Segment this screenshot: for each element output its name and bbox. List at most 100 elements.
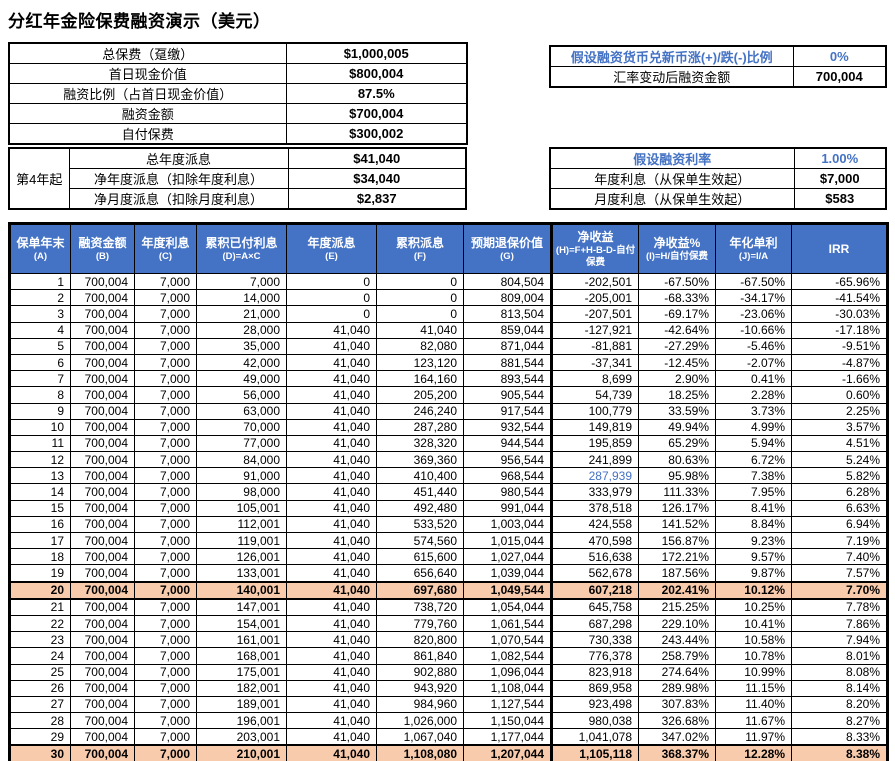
cell[interactable]: 700,004	[70, 679, 135, 697]
cell[interactable]: 700,004	[70, 353, 135, 372]
cell[interactable]: 8.01%	[791, 647, 888, 665]
cell[interactable]: 41,040	[286, 663, 377, 681]
cell[interactable]: -4.87%	[791, 353, 888, 372]
cell[interactable]: 7,000	[134, 598, 197, 616]
cell[interactable]: 187.56%	[638, 564, 716, 583]
cell[interactable]: 7,000	[134, 337, 197, 355]
cell[interactable]: 28	[9, 712, 71, 730]
cell[interactable]: 229.10%	[638, 614, 716, 633]
cell[interactable]: 6.63%	[791, 499, 888, 517]
cell[interactable]: 4.99%	[715, 418, 792, 436]
cell[interactable]: 41,040	[286, 467, 377, 485]
cell[interactable]: 5.24%	[791, 451, 888, 469]
cell[interactable]: 0	[376, 305, 464, 323]
column-header[interactable]: 保单年末 (A)	[9, 223, 71, 274]
cell[interactable]: 14,000	[196, 289, 287, 307]
cell[interactable]: 1,067,040	[376, 728, 464, 746]
cell[interactable]: 287,280	[376, 418, 464, 436]
cell[interactable]: 7.57%	[791, 564, 888, 583]
cell[interactable]: 82,080	[376, 337, 464, 355]
cell[interactable]: -27.29%	[638, 337, 716, 355]
cell[interactable]: -1.66%	[791, 370, 888, 388]
cell[interactable]: 1,105,118	[550, 744, 639, 761]
cell[interactable]: 700,004	[70, 483, 135, 501]
cell[interactable]: 470,598	[550, 531, 639, 550]
cell[interactable]: 41,040	[286, 451, 377, 469]
cell[interactable]: 26	[9, 679, 71, 697]
cell[interactable]: 11.97%	[715, 728, 792, 746]
cell[interactable]: 8.27%	[791, 712, 888, 730]
cell[interactable]: 1,108,044	[463, 679, 552, 697]
cell[interactable]: 7,000	[134, 728, 197, 746]
cell[interactable]: 917,544	[463, 402, 552, 420]
cell[interactable]: 700,004	[70, 647, 135, 665]
cell[interactable]: 615,600	[376, 548, 464, 566]
cell[interactable]: 41,040	[286, 564, 377, 583]
cell[interactable]: 2.28%	[715, 386, 792, 404]
cell[interactable]: 241,899	[550, 451, 639, 469]
cell[interactable]: 424,558	[550, 515, 639, 534]
cell[interactable]: 645,758	[550, 598, 639, 616]
cell[interactable]: 195,859	[550, 434, 639, 453]
cell[interactable]: 111.33%	[638, 483, 716, 501]
cell[interactable]: 347.02%	[638, 728, 716, 746]
value-cell[interactable]: 700,004	[792, 66, 887, 88]
cell[interactable]: 905,544	[463, 386, 552, 404]
cell[interactable]: 700,004	[70, 531, 135, 550]
cell[interactable]: 7,000	[134, 272, 197, 291]
cell[interactable]: 7,000	[134, 353, 197, 372]
cell[interactable]: 246,240	[376, 402, 464, 420]
cell[interactable]: 6.72%	[715, 451, 792, 469]
cell[interactable]: 42,000	[196, 353, 287, 372]
cell[interactable]: 9	[9, 402, 71, 420]
cell[interactable]: 7,000	[134, 580, 197, 600]
value-cell[interactable]: $7,000	[793, 168, 887, 189]
cell[interactable]: 871,044	[463, 337, 552, 355]
cell[interactable]: 16	[9, 515, 71, 534]
cell[interactable]: 776,378	[550, 647, 639, 665]
cell[interactable]: 7,000	[134, 531, 197, 550]
cell[interactable]: 202.41%	[638, 580, 716, 600]
cell[interactable]: 35,000	[196, 337, 287, 355]
cell[interactable]: 56,000	[196, 386, 287, 404]
cell[interactable]: 7,000	[134, 712, 197, 730]
value-cell[interactable]: $2,837	[287, 188, 467, 210]
cell[interactable]: 21	[9, 598, 71, 616]
cell[interactable]: 700,004	[70, 467, 135, 485]
cell[interactable]: 164,160	[376, 370, 464, 388]
cell[interactable]: 215.25%	[638, 598, 716, 616]
cell[interactable]: 7,000	[134, 418, 197, 436]
cell[interactable]: 700,004	[70, 418, 135, 436]
cell[interactable]: 1,026,000	[376, 712, 464, 730]
cell[interactable]: 10.78%	[715, 647, 792, 665]
cell[interactable]: 7,000	[196, 272, 287, 291]
cell[interactable]: 175,001	[196, 663, 287, 681]
cell[interactable]: 8.20%	[791, 695, 888, 714]
label-cell[interactable]: 假设融资利率	[549, 147, 795, 169]
cell[interactable]: 1,082,544	[463, 647, 552, 665]
label-cell[interactable]: 自付保费	[8, 123, 287, 145]
cell[interactable]: 991,044	[463, 499, 552, 517]
cell[interactable]: 700,004	[70, 564, 135, 583]
cell[interactable]: 881,544	[463, 353, 552, 372]
label-cell[interactable]: 首日现金价值	[8, 63, 287, 84]
cell[interactable]: 1,039,044	[463, 564, 552, 583]
cell[interactable]: 274.64%	[638, 663, 716, 681]
cell[interactable]: 41,040	[286, 434, 377, 453]
cell[interactable]: 7,000	[134, 695, 197, 714]
column-header[interactable]: 融资金额 (B)	[70, 223, 135, 274]
cell[interactable]: 8.08%	[791, 663, 888, 681]
cell[interactable]: 1,054,044	[463, 598, 552, 616]
cell[interactable]: 41,040	[286, 386, 377, 404]
cell[interactable]: 41,040	[286, 712, 377, 730]
cell[interactable]: 730,338	[550, 631, 639, 649]
label-cell[interactable]: 假设融资货币兑新币涨(+)/跌(-)比例	[549, 45, 794, 67]
cell[interactable]: 328,320	[376, 434, 464, 453]
cell[interactable]: 984,960	[376, 695, 464, 714]
cell[interactable]: 7,000	[134, 499, 197, 517]
column-header[interactable]: 预期退保价值 (G)	[463, 223, 552, 274]
cell[interactable]: 980,544	[463, 483, 552, 501]
cell[interactable]: 869,958	[550, 679, 639, 697]
cell[interactable]: 154,001	[196, 614, 287, 633]
cell[interactable]: 19	[9, 564, 71, 583]
